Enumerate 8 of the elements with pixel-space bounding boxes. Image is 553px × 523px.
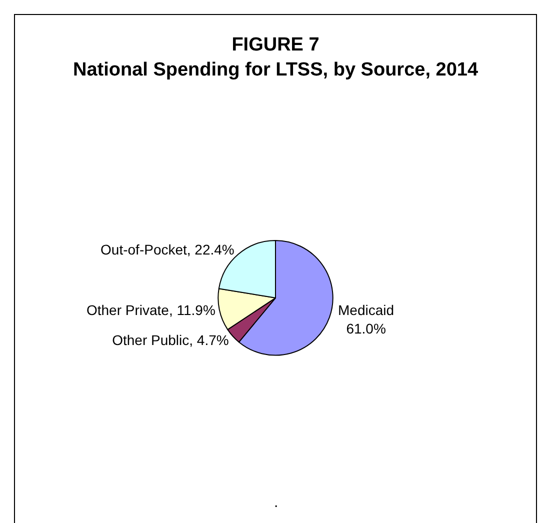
text: . bbox=[274, 494, 278, 511]
slice-label: Out-of-Pocket, 22.4% bbox=[100, 242, 234, 258]
chart-subtitle: National Spending for LTSS, by Source, 2014 bbox=[72, 59, 478, 80]
slice-label: Medicaid bbox=[338, 302, 394, 318]
slice-label: Other Private, 11.9% bbox=[86, 302, 216, 318]
data-label: 61.0% bbox=[346, 320, 386, 336]
slice-label: Other Public, 4.7% bbox=[112, 332, 229, 348]
chart-title: FIGURE 7 bbox=[232, 34, 320, 56]
